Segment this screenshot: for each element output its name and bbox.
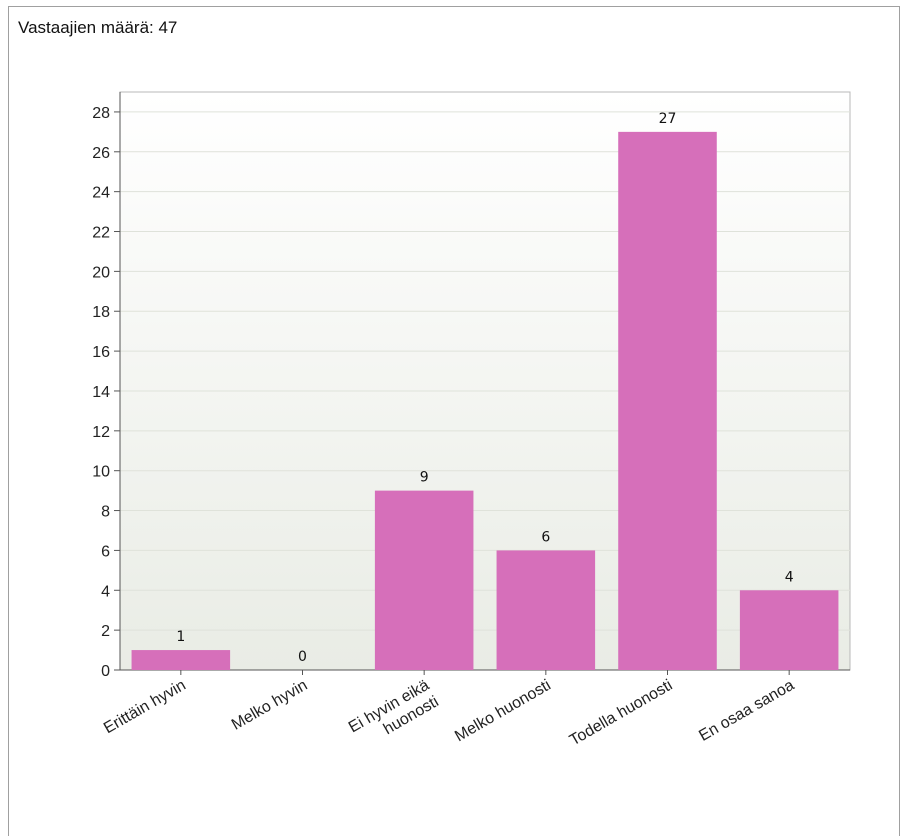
y-tick-label: 10 [92, 464, 110, 481]
x-tick-label: Erittäin hyvin [101, 677, 189, 738]
x-tick-label-line: Melko huonosti [452, 677, 554, 746]
x-tick-label: En osaa sanoa [696, 677, 797, 745]
y-tick-label: 14 [92, 384, 110, 401]
x-tick-label-line: Todella huonosti [567, 677, 676, 750]
gridlines [120, 111, 850, 631]
bar [618, 131, 717, 671]
y-tick-label: 18 [92, 304, 110, 321]
bars [131, 131, 839, 671]
y-tick-label: 26 [92, 145, 110, 162]
y-tick-label: 28 [92, 105, 110, 122]
data-label: 27 [659, 111, 677, 127]
y-tick-label: 22 [92, 225, 110, 242]
data-label: 9 [420, 470, 429, 486]
data-label: 0 [298, 649, 307, 665]
y-tick-label: 2 [101, 623, 110, 640]
y-tick-label: 8 [101, 504, 110, 521]
data-label: 6 [541, 529, 550, 545]
data-label: 4 [785, 569, 794, 585]
data-labels: 1 0 9 6 27 4 [176, 111, 793, 665]
plot-area [119, 91, 851, 671]
y-tick-label: 4 [101, 583, 110, 600]
x-tick-label: Melko huonosti [452, 677, 554, 746]
y-tick-label: 20 [92, 264, 110, 281]
data-label: 1 [176, 629, 185, 645]
x-tick-label-line: En osaa sanoa [696, 677, 797, 745]
x-tick-label: Todella huonosti [567, 677, 676, 750]
y-tick-label: 24 [92, 185, 110, 202]
y-tick-label: 0 [101, 663, 110, 680]
x-tick-label-line: Melko hyvin [229, 677, 311, 734]
x-tick-label-line: Erittäin hyvin [101, 677, 189, 738]
bar [739, 590, 839, 670]
bar [374, 490, 474, 670]
respondent-count: Vastaajien määrä: 47 [18, 18, 178, 37]
x-tick-label: Melko hyvin [229, 677, 311, 734]
bar [496, 550, 596, 670]
bar [131, 650, 231, 670]
x-axis: Erittäin hyvin Melko hyvin Ei hyvin eikähu… [101, 670, 797, 750]
y-tick-label: 12 [92, 424, 110, 441]
y-tick-label: 6 [101, 543, 110, 560]
y-tick-label: 16 [92, 344, 110, 361]
